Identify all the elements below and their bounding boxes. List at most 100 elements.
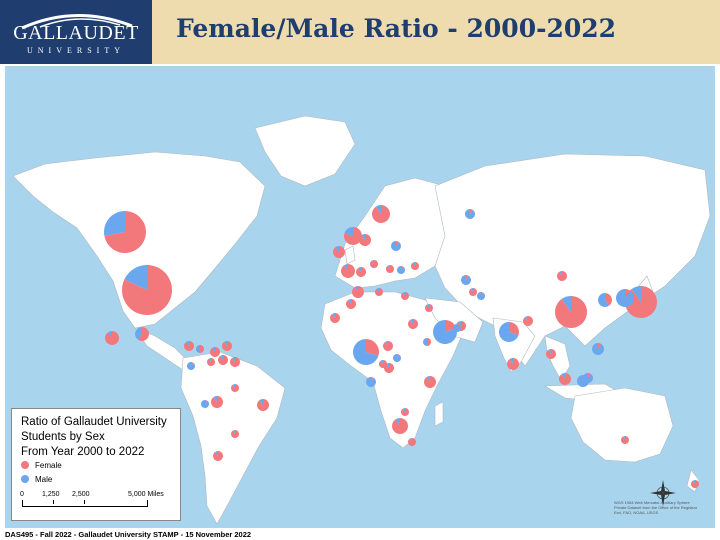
ratio-pie[interactable] [408,438,417,446]
ratio-pie[interactable] [330,313,340,324]
female-slice [191,362,194,366]
male-slice [134,327,142,340]
female-slice [559,373,572,386]
ratio-pie[interactable] [186,362,195,370]
ratio-pie[interactable] [134,327,149,341]
legend-title-line: From Year 2000 to 2022 [21,446,145,458]
male-slice [402,408,405,412]
ratio-pie[interactable] [231,429,240,438]
ratio-pie[interactable] [379,360,388,368]
ratio-pie[interactable] [465,209,476,219]
ratio-pie[interactable] [210,347,221,357]
ratio-pie[interactable] [477,292,486,300]
female-slice [333,246,346,258]
credit-line: WGS 1984 Web Mercator Auxiliary Sphere [614,500,690,505]
scale-tick [84,500,85,504]
ratio-pie[interactable] [344,227,363,245]
ratio-pie[interactable] [498,322,519,342]
ratio-pie[interactable] [333,246,346,258]
ratio-pie[interactable] [461,275,471,285]
ratio-pie[interactable] [231,384,240,392]
ratio-pie[interactable] [507,358,519,370]
male-slice [385,341,388,346]
ratio-pie[interactable] [372,205,390,224]
ratio-pie[interactable] [353,338,379,365]
male-slice [458,321,461,326]
female-slice [396,241,399,246]
ratio-pie[interactable] [105,331,120,346]
ratio-pie[interactable] [401,292,409,300]
legend-item-male: Male [21,474,180,488]
scale-label: 2,500 [72,491,90,498]
ratio-pie[interactable] [211,396,224,408]
ratio-pie[interactable] [555,296,587,328]
ratio-pie[interactable] [559,373,572,386]
ratio-pie[interactable] [469,288,477,296]
ratio-pie[interactable] [207,358,216,366]
female-slice [231,429,240,438]
ratio-pie[interactable] [397,266,405,274]
ratio-pie[interactable] [370,260,378,268]
ratio-pie[interactable] [557,271,567,281]
world-map[interactable] [5,66,715,528]
ratio-pie[interactable] [452,324,461,332]
ratio-pie[interactable] [546,349,557,359]
ratio-pie[interactable] [365,377,376,388]
ratio-pie[interactable] [104,211,146,254]
ratio-pie[interactable] [411,262,419,270]
ratio-pie[interactable] [425,304,433,312]
ratio-pie[interactable] [391,241,402,251]
ratio-pie[interactable] [122,265,172,315]
ratio-pie[interactable] [691,480,700,489]
ratio-pie[interactable] [621,436,630,445]
male-slice [348,299,351,304]
ratio-pie[interactable] [230,357,241,367]
male-slice [426,304,429,308]
ratio-pie[interactable] [356,267,366,277]
ratio-pie[interactable] [523,316,534,326]
male-slice [561,296,571,312]
ratio-pie[interactable] [583,373,593,383]
ratio-pie[interactable] [407,319,418,330]
male-slice [391,241,402,251]
ratio-pie[interactable] [616,289,635,307]
female-swatch [21,461,29,469]
female-slice [379,360,388,368]
male-slice [395,418,400,426]
female-slice [407,319,418,330]
male-slice [124,265,147,290]
ratio-pie[interactable] [218,355,229,365]
female-slice [359,234,372,246]
gallaudet-logo[interactable]: GALLAUDET UNIVERSITY [0,0,152,64]
female-slice [371,377,374,382]
ratio-pie[interactable] [423,338,431,346]
ratio-pie[interactable] [383,341,394,351]
ratio-pie[interactable] [401,407,410,416]
male-slice [387,265,390,269]
ratio-pie[interactable] [359,234,372,246]
ratio-pie[interactable] [341,264,356,278]
male-slice [397,266,405,274]
male-slice [548,349,551,354]
ratio-pie[interactable] [184,341,195,351]
ratio-pie[interactable] [432,320,457,345]
ratio-pie[interactable] [375,288,383,296]
australia [570,387,674,463]
ratio-pie[interactable] [386,265,394,273]
ratio-pie[interactable] [352,286,365,298]
footer-note: DAS495 - Fall 2022 - Gallaudet Universit… [5,530,252,539]
ratio-pie[interactable] [392,354,401,362]
ratio-pie[interactable] [222,341,233,351]
ratio-pie[interactable] [257,399,270,412]
ratio-pie[interactable] [213,451,224,461]
male-slice [358,267,361,272]
ratio-pie[interactable] [597,293,613,307]
ratio-pie[interactable] [196,345,204,353]
uk [344,245,356,265]
ratio-pie[interactable] [346,299,356,310]
ratio-pie[interactable] [424,376,437,388]
ratio-pie[interactable] [592,343,604,356]
male-slice [332,313,335,318]
ratio-pie[interactable] [392,418,409,434]
ratio-pie[interactable] [200,400,209,408]
